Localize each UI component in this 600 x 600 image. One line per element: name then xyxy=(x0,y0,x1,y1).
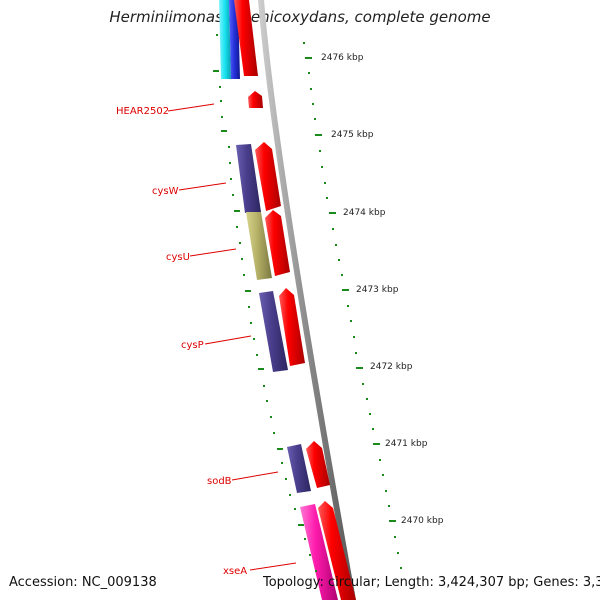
gene-label-hear2502: HEAR2502 xyxy=(116,106,169,117)
scale-label-2472: 2472 kbp xyxy=(370,362,413,372)
scale-label-2474: 2474 kbp xyxy=(343,208,386,218)
gene-label-sodb: sodB xyxy=(207,476,232,487)
gene-label-xsea: xseA xyxy=(223,566,247,577)
scale-label-2470: 2470 kbp xyxy=(401,516,444,526)
inner-tick-line xyxy=(213,34,317,572)
map-title: Herminiimonas arsenicoxydans, complete g… xyxy=(109,8,491,26)
cds-cysp-cog xyxy=(259,291,288,372)
cds-cysu-forward xyxy=(265,210,290,276)
cds-cysu-cog xyxy=(246,212,272,280)
cds-xsea-cog xyxy=(300,504,338,600)
cds-sodb-cog xyxy=(287,444,311,493)
scale-label-2471: 2471 kbp xyxy=(385,439,428,449)
cds-cysw-forward xyxy=(255,142,281,211)
gene-label-cysp: cysP xyxy=(181,340,204,351)
cds-forward-top xyxy=(234,0,258,76)
genome-backbone xyxy=(258,0,356,600)
gene-label-cysw: cysW xyxy=(152,186,179,197)
genome-summary-text: Topology: circular; Length: 3,424,307 bp… xyxy=(263,575,600,590)
cds-xsea-forward xyxy=(318,501,356,600)
gene-label-cysu: cysU xyxy=(166,252,190,263)
cds-cysw-cog xyxy=(236,144,261,213)
cds-sodb-forward xyxy=(306,441,330,488)
gene-leader-lines xyxy=(167,103,297,571)
outer-scale-line xyxy=(303,42,402,569)
scale-label-2476: 2476 kbp xyxy=(321,53,364,63)
cds-reverse-cyan xyxy=(219,0,231,79)
scale-label-2473: 2473 kbp xyxy=(356,285,399,295)
scale-label-2475: 2475 kbp xyxy=(331,130,374,140)
cds-hear2502 xyxy=(248,91,263,108)
cds-cysp-forward xyxy=(279,288,305,366)
accession-text: Accession: NC_009138 xyxy=(9,575,157,590)
